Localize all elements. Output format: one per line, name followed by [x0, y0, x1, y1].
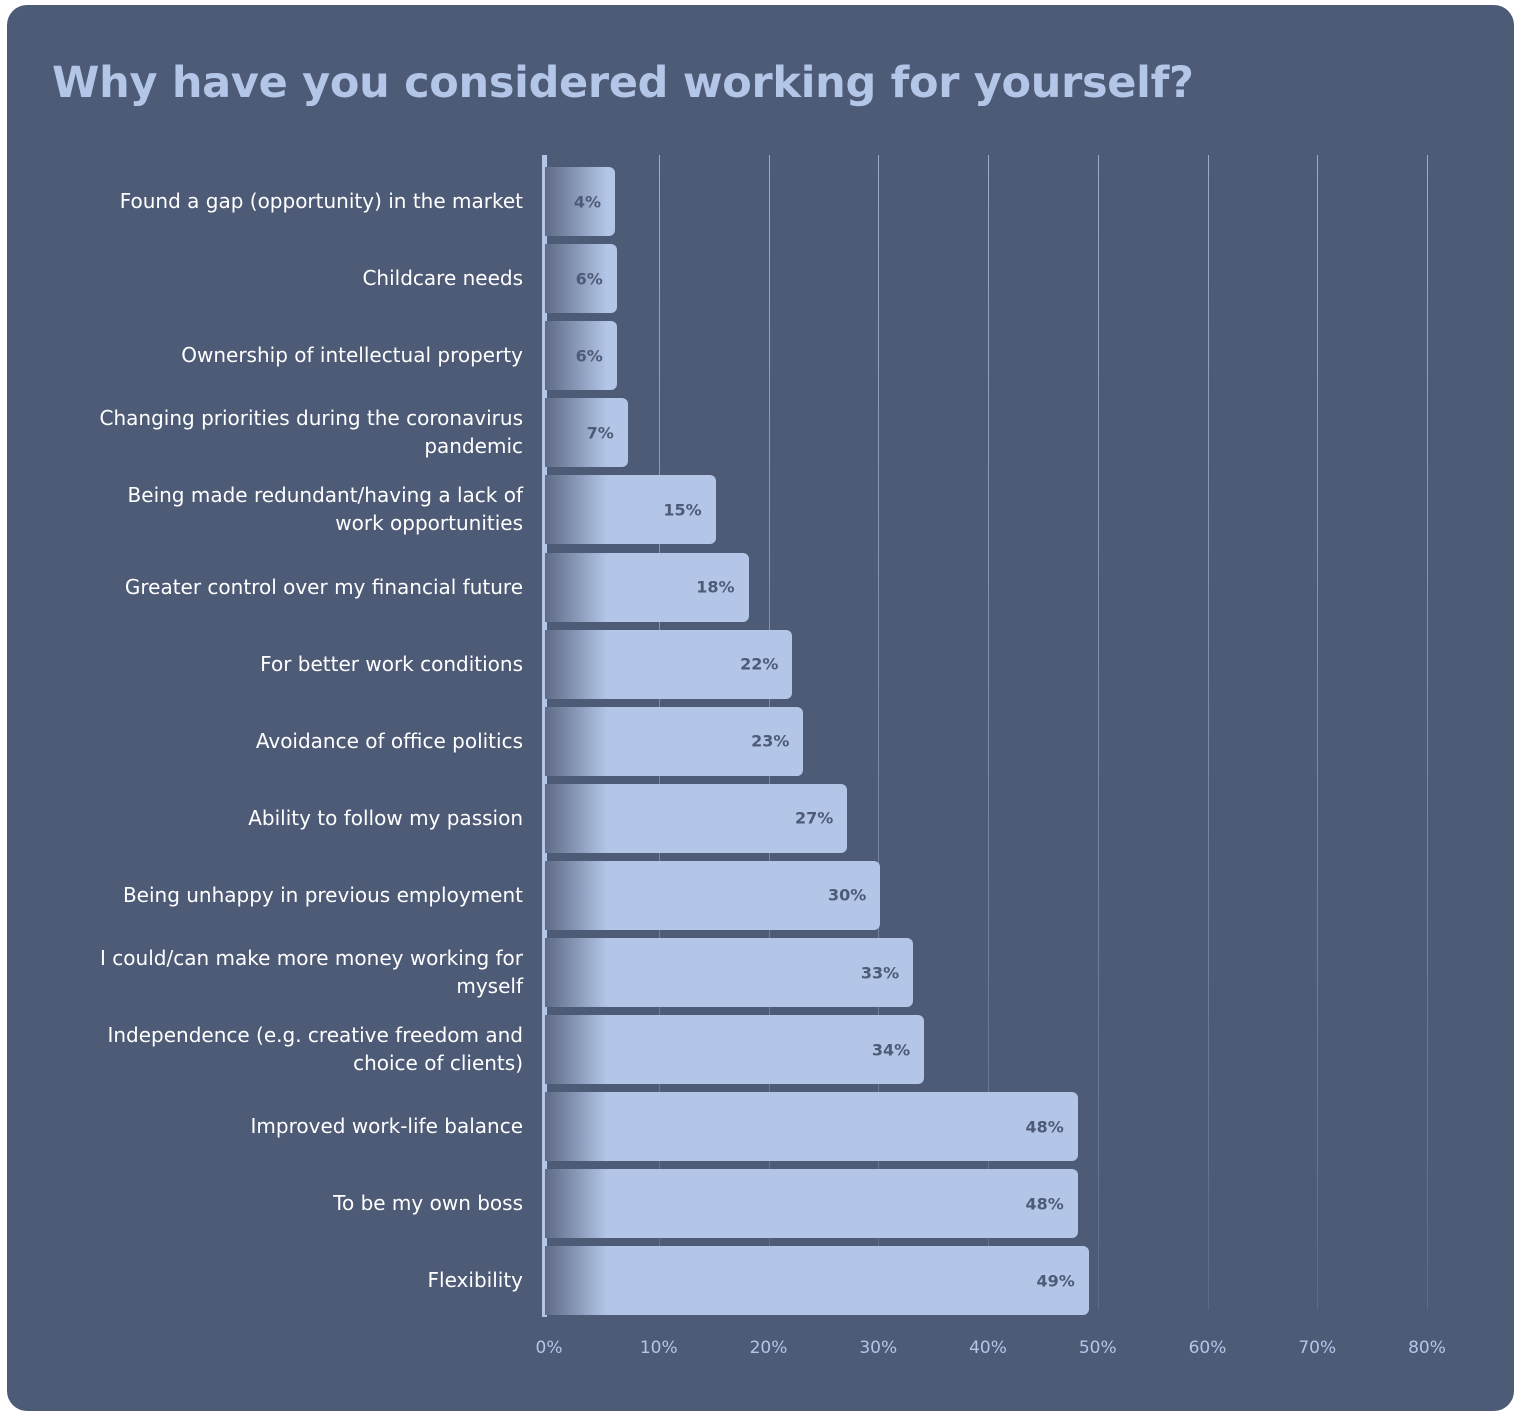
x-tick-label: 10% — [639, 1338, 678, 1358]
x-tick-label: 60% — [1188, 1338, 1227, 1358]
y-axis-line — [542, 155, 547, 1317]
category-label: I could/can make more money working for … — [100, 946, 523, 998]
data-label: 22% — [740, 654, 779, 674]
gridline — [1097, 155, 1099, 1310]
category-label: To be my own boss — [333, 1191, 523, 1216]
data-label: 18% — [696, 577, 735, 597]
data-label: 6% — [575, 269, 603, 289]
data-label: 7% — [586, 423, 614, 443]
bar: 22% — [545, 629, 793, 699]
gridline — [1427, 155, 1428, 1310]
category-label: Flexibility — [427, 1268, 523, 1293]
x-tick-label: 80% — [1408, 1338, 1446, 1358]
x-tick-label: 50% — [1078, 1338, 1117, 1358]
bar: 6% — [545, 244, 617, 314]
bar: 4% — [545, 167, 615, 236]
bar: 6% — [545, 321, 617, 391]
x-tick-label: 0% — [535, 1338, 563, 1358]
data-label: 27% — [795, 808, 834, 828]
data-label: 48% — [1025, 1194, 1064, 1214]
bar: 23% — [545, 706, 804, 776]
data-label: 48% — [1025, 1117, 1064, 1137]
category-label: Ownership of intellectual property — [181, 343, 523, 368]
x-tick-label: 30% — [859, 1338, 898, 1358]
data-label: 30% — [827, 885, 867, 905]
bar: 30% — [545, 860, 881, 930]
bar: 18% — [545, 552, 749, 622]
category-label: Changing priorities during the coronavir… — [99, 406, 523, 459]
gridline — [1317, 155, 1319, 1310]
bar: 27% — [545, 783, 848, 853]
data-label: 34% — [871, 1040, 911, 1060]
bar: 15% — [545, 475, 716, 545]
x-tick-label: 70% — [1298, 1338, 1337, 1358]
gridline — [1207, 155, 1209, 1310]
category-label: Avoidance of office politics — [255, 728, 523, 753]
x-tick-label: 20% — [749, 1338, 788, 1358]
gridline — [988, 155, 989, 1310]
bar: 48% — [545, 1092, 1078, 1162]
data-label: 23% — [751, 731, 790, 751]
category-label: Found a gap (opportunity) in the market — [119, 189, 523, 213]
bar: 48% — [545, 1169, 1078, 1239]
category-label: Improved work-life balance — [250, 1114, 523, 1139]
category-label: Being made redundant/having a lack of wo… — [127, 483, 523, 536]
data-label: 4% — [573, 192, 601, 211]
gridline — [878, 155, 880, 1310]
data-label: 49% — [1036, 1271, 1075, 1291]
data-label: 33% — [860, 963, 900, 982]
data-label: 6% — [575, 346, 603, 366]
category-label: Greater control over my financial future — [124, 574, 523, 599]
x-tick-label: 40% — [969, 1338, 1007, 1358]
category-label: Being unhappy in previous employment — [122, 882, 523, 907]
data-label: 15% — [663, 500, 702, 520]
bar: 49% — [545, 1246, 1089, 1316]
category-label: For better work conditions — [260, 651, 523, 676]
bar: 33% — [545, 938, 914, 1007]
chart-title: Why have you considered working for your… — [52, 58, 1194, 108]
category-label: Childcare needs — [362, 266, 523, 291]
category-label: Independence (e.g. creative freedom and … — [107, 1023, 523, 1076]
category-label: Ability to follow my passion — [248, 805, 523, 830]
bar: 7% — [545, 398, 628, 468]
bar: 34% — [545, 1015, 925, 1085]
